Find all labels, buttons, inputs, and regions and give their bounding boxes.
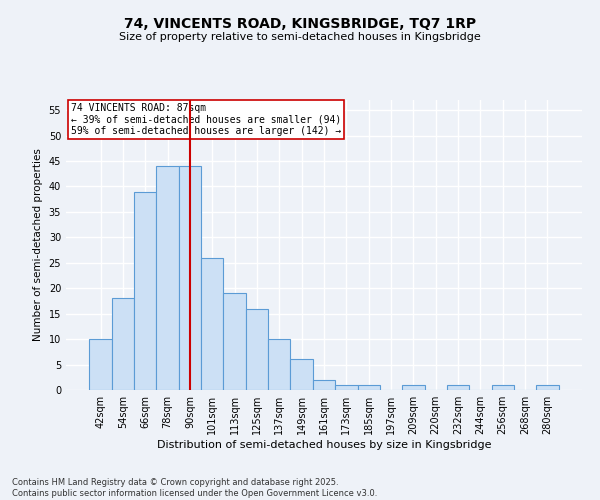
Bar <box>313 380 335 390</box>
X-axis label: Distribution of semi-detached houses by size in Kingsbridge: Distribution of semi-detached houses by … <box>157 440 491 450</box>
Bar <box>157 166 179 390</box>
Bar <box>134 192 157 390</box>
Bar <box>246 308 268 390</box>
Bar <box>447 385 469 390</box>
Bar <box>491 385 514 390</box>
Bar <box>201 258 223 390</box>
Bar <box>335 385 358 390</box>
Bar <box>223 294 246 390</box>
Bar <box>402 385 425 390</box>
Bar <box>536 385 559 390</box>
Bar <box>179 166 201 390</box>
Bar <box>89 339 112 390</box>
Text: Contains HM Land Registry data © Crown copyright and database right 2025.
Contai: Contains HM Land Registry data © Crown c… <box>12 478 377 498</box>
Bar <box>112 298 134 390</box>
Bar <box>290 360 313 390</box>
Y-axis label: Number of semi-detached properties: Number of semi-detached properties <box>33 148 43 342</box>
Bar <box>268 339 290 390</box>
Bar <box>358 385 380 390</box>
Text: Size of property relative to semi-detached houses in Kingsbridge: Size of property relative to semi-detach… <box>119 32 481 42</box>
Text: 74 VINCENTS ROAD: 87sqm
← 39% of semi-detached houses are smaller (94)
59% of se: 74 VINCENTS ROAD: 87sqm ← 39% of semi-de… <box>71 103 341 136</box>
Text: 74, VINCENTS ROAD, KINGSBRIDGE, TQ7 1RP: 74, VINCENTS ROAD, KINGSBRIDGE, TQ7 1RP <box>124 18 476 32</box>
